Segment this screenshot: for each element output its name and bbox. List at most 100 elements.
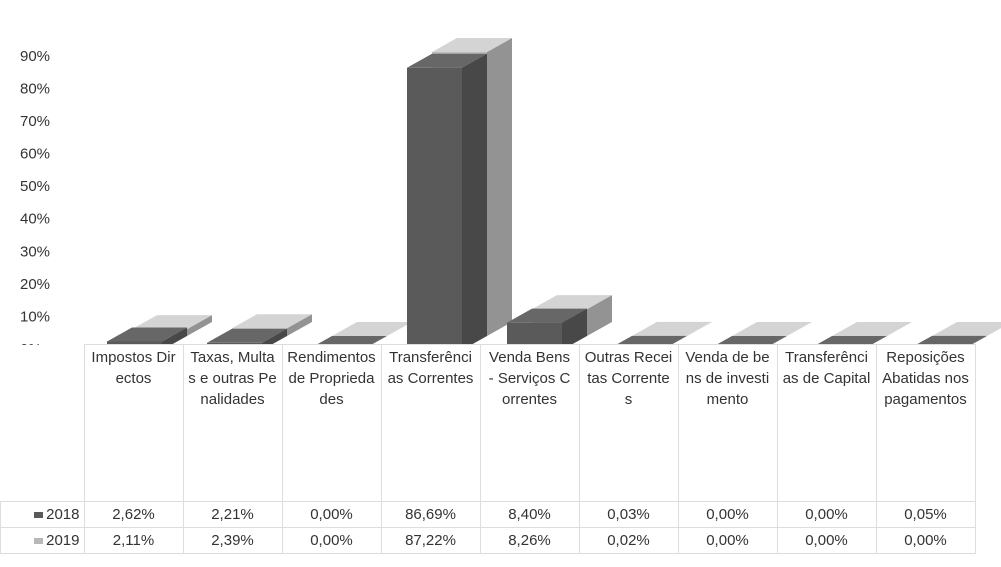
- y-tick-label: 70%: [20, 113, 50, 130]
- value-label-text: 0,00%: [706, 506, 749, 523]
- bar-top: [507, 308, 587, 323]
- bar-top: [715, 336, 787, 345]
- y-tick-label: 50%: [20, 178, 50, 195]
- value-label: 0,03%: [578, 501, 679, 528]
- category-label-text: Impostos Directos: [91, 349, 176, 387]
- category-label-text: Reposições Abatidas nos pagamentos: [882, 349, 969, 408]
- value-label-text: 86,69%: [405, 506, 456, 523]
- corner: [1, 345, 85, 502]
- bar-top: [915, 335, 987, 345]
- bar: [107, 341, 162, 345]
- value-label: 2,11%: [83, 527, 184, 554]
- category-label: Venda Bens - Serviços Correntes: [479, 344, 580, 502]
- bar-side: [587, 295, 612, 336]
- category-label-text: Transferências Correntes: [387, 349, 474, 387]
- legend-label: 2019: [46, 532, 80, 549]
- category-label: Taxas, Multas e outras Penalidades: [182, 344, 283, 502]
- category-label-text: Outras Receitas Correntes: [584, 349, 673, 408]
- table-row: 2018 2,62% 2,21% 0,00% 86,69% 8,40% 0,03% 0,00%…: [0, 501, 976, 528]
- bar-top: [407, 53, 487, 68]
- value-label: 0,00%: [875, 527, 976, 554]
- table-row: Impostos Directos Taxas, Multas e outras …: [1, 344, 976, 502]
- value-label-text: 0,02%: [607, 532, 650, 549]
- value-label-text: 87,22%: [405, 532, 456, 549]
- value-label-text: 0,00%: [706, 532, 749, 549]
- bar-top: [615, 335, 687, 345]
- chart: 0% 10% 20% 30% 40% 50% 60% 70% 80% 90%: [20, 38, 1001, 345]
- bar-top: [132, 315, 212, 330]
- bar-side: [262, 328, 287, 345]
- category-label: Reposições Abatidas nos pagamentos: [875, 344, 976, 502]
- y-tick-label: 80%: [20, 81, 50, 98]
- legend-swatch: [34, 538, 44, 545]
- value-label: 87,22%: [380, 527, 481, 554]
- value-label: 8,40%: [479, 501, 580, 528]
- value-label: 86,69%: [380, 501, 481, 528]
- bar: [407, 67, 462, 345]
- value-label-text: 8,26%: [508, 532, 551, 549]
- bar-top: [632, 321, 712, 336]
- value-label: 0,05%: [875, 501, 976, 528]
- data-table: Impostos Directos Taxas, Multas e outras …: [0, 344, 976, 554]
- category-label: Transferências Correntes: [380, 344, 481, 502]
- y-tick-label: 90%: [20, 48, 50, 65]
- category-label-text: Rendimentos de Propriedades: [287, 349, 376, 408]
- legend-entry: 2019: [0, 527, 85, 554]
- legend-swatch: [34, 512, 44, 519]
- value-label: 0,00%: [677, 501, 778, 528]
- value-label: 2,39%: [182, 527, 283, 554]
- bar-side: [462, 53, 487, 345]
- value-label: 0,00%: [281, 501, 382, 528]
- category-label-text: Transferências de Capital: [782, 349, 871, 387]
- bar-top: [207, 328, 287, 343]
- value-label: 0,00%: [281, 527, 382, 554]
- y-tick-label: 10%: [20, 308, 50, 325]
- y-tick-label: 40%: [20, 211, 50, 228]
- category-label-text: Venda Bens - Serviços Correntes: [488, 349, 571, 408]
- category-label-text: Venda de bens de investimento: [685, 349, 770, 408]
- value-label: 0,02%: [578, 527, 679, 554]
- table-row: 2019 2,11% 2,39% 0,00% 87,22% 8,26% 0,02% 0,00%…: [0, 527, 976, 554]
- legend-label: 2018: [46, 506, 80, 523]
- value-label-text: 0,03%: [607, 506, 650, 523]
- value-label-text: 2,39%: [211, 532, 254, 549]
- bar-top: [832, 322, 912, 336]
- y-tick-label: 20%: [20, 276, 50, 293]
- bar-side: [287, 314, 312, 336]
- bar-top: [532, 295, 612, 310]
- value-label: 2,62%: [83, 501, 184, 528]
- value-label-text: 0,00%: [904, 532, 947, 549]
- value-label-text: 8,40%: [508, 506, 551, 523]
- value-label-text: 0,05%: [904, 506, 947, 523]
- bar-top: [432, 38, 512, 53]
- category-label: Transferências de Capital: [776, 344, 877, 502]
- value-label-text: 0,00%: [310, 506, 353, 523]
- value-label-text: 2,11%: [112, 532, 155, 549]
- category-label: Impostos Directos: [83, 344, 184, 502]
- category-label: Rendimentos de Propriedades: [281, 344, 382, 502]
- bar-side: [687, 321, 712, 336]
- value-label-text: 0,00%: [805, 506, 848, 523]
- value-label: 8,26%: [479, 527, 580, 554]
- y-tick-label: 0%: [20, 341, 42, 345]
- bar-side: [487, 38, 512, 336]
- bar-side: [970, 335, 987, 345]
- value-label: 0,00%: [677, 527, 778, 554]
- value-label-text: 0,00%: [310, 532, 353, 549]
- bar-side: [162, 327, 187, 345]
- value-label-text: 2,62%: [112, 506, 155, 523]
- bar-top: [315, 336, 387, 345]
- bar-top: [232, 314, 312, 329]
- category-label: Outras Receitas Correntes: [578, 344, 679, 502]
- bar: [207, 342, 262, 345]
- value-label: 0,00%: [776, 527, 877, 554]
- bar-top: [932, 322, 1001, 336]
- category-label-text: Taxas, Multas e outras Penalidades: [188, 349, 277, 408]
- y-tick-label: 30%: [20, 243, 50, 260]
- bar-side: [562, 308, 587, 345]
- bar-side: [187, 315, 212, 336]
- value-label: 0,00%: [776, 501, 877, 528]
- legend-entry: 2018: [0, 501, 85, 528]
- value-label: 2,21%: [182, 501, 283, 528]
